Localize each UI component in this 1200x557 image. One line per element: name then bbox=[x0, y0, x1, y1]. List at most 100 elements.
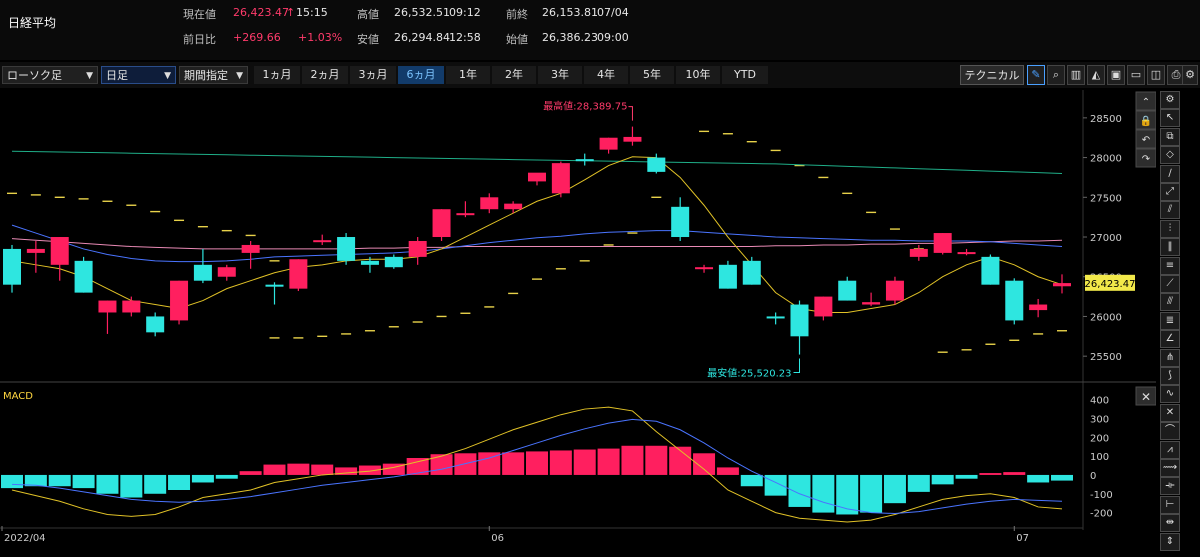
fan-icon[interactable]: ⟆ bbox=[1160, 367, 1180, 385]
candle-body[interactable] bbox=[909, 248, 928, 257]
candle-body[interactable] bbox=[360, 260, 379, 265]
folder-icon[interactable]: ▭ bbox=[1127, 65, 1145, 85]
candle-body[interactable] bbox=[838, 280, 857, 301]
date-tick-label: 2022/04 bbox=[4, 533, 46, 544]
pencil-icon[interactable]: ✎ bbox=[1027, 65, 1045, 85]
candle-body[interactable] bbox=[718, 264, 737, 289]
candle-body[interactable] bbox=[814, 296, 833, 317]
period-button[interactable]: 3ヵ月 bbox=[350, 66, 396, 84]
candle-body[interactable] bbox=[98, 300, 117, 313]
macd-histogram-bar bbox=[144, 474, 167, 494]
open-folder-icon[interactable]: ◫ bbox=[1147, 65, 1165, 85]
area-chart-icon[interactable]: ◭ bbox=[1087, 65, 1105, 85]
macd-histogram-bar bbox=[836, 474, 859, 515]
save-icon[interactable]: ▣ bbox=[1107, 65, 1125, 85]
x-mark-icon[interactable]: ✕ bbox=[1160, 403, 1180, 422]
arc-icon[interactable]: ⌒ bbox=[1160, 422, 1180, 441]
candle-body[interactable] bbox=[26, 248, 45, 253]
candle-body[interactable] bbox=[313, 240, 332, 243]
candle-body[interactable] bbox=[933, 233, 952, 253]
candle-body[interactable] bbox=[146, 316, 165, 333]
candle-body[interactable] bbox=[480, 197, 499, 210]
candle-body[interactable] bbox=[1053, 283, 1071, 287]
candle-body[interactable] bbox=[766, 316, 785, 319]
copy-icon[interactable]: ⧉ bbox=[1160, 127, 1180, 146]
chart-area[interactable]: 25500260002650027000275002800028500 最高値:… bbox=[0, 90, 1157, 554]
period-select[interactable]: 期間指定 ▼ bbox=[179, 66, 248, 84]
cycle-icon[interactable]: ∿ bbox=[1160, 385, 1180, 404]
line-icon[interactable]: ∕ bbox=[1160, 164, 1180, 183]
candle-body[interactable] bbox=[885, 280, 904, 301]
period-button[interactable]: 10年 bbox=[676, 66, 720, 84]
measure-icon[interactable]: ⟛ bbox=[1160, 477, 1180, 496]
period-button[interactable]: 1年 bbox=[446, 66, 490, 84]
candle-body[interactable] bbox=[337, 237, 356, 261]
hline-icon[interactable]: ≡ bbox=[1160, 256, 1180, 275]
cursor-icon[interactable]: ⚙ bbox=[1160, 91, 1180, 109]
price-chart-svg[interactable]: 25500260002650027000275002800028500 最高値:… bbox=[0, 90, 1157, 554]
candle-body[interactable] bbox=[671, 206, 690, 238]
candle-body[interactable] bbox=[862, 302, 881, 305]
candle-body[interactable] bbox=[3, 248, 21, 285]
candle-body[interactable] bbox=[217, 267, 236, 277]
candle-body[interactable] bbox=[74, 260, 93, 293]
candle-body[interactable] bbox=[122, 300, 141, 313]
parallel-icon[interactable]: ⫻ bbox=[1160, 293, 1180, 312]
grid-lines-icon[interactable]: ‖ bbox=[1160, 238, 1180, 257]
candle-body[interactable] bbox=[957, 252, 976, 255]
vline-icon[interactable]: ⇕ bbox=[1160, 532, 1180, 551]
interval-select[interactable]: 日足 ▼ bbox=[101, 66, 176, 84]
zigzag-icon[interactable]: ⟿ bbox=[1160, 459, 1180, 477]
candle-body[interactable] bbox=[193, 264, 212, 281]
lock-icon: 🔒 bbox=[1140, 115, 1152, 127]
period-button[interactable]: 1ヵ月 bbox=[254, 66, 300, 84]
candle-body[interactable] bbox=[456, 213, 475, 216]
chart-type-select[interactable]: ローソク足 ▼ bbox=[2, 66, 98, 84]
candle-body[interactable] bbox=[981, 256, 1000, 285]
bar-chart-icon[interactable]: ▥ bbox=[1067, 65, 1085, 85]
channel-icon[interactable]: ⫽ bbox=[1160, 201, 1180, 220]
erase-icon[interactable]: ◇ bbox=[1160, 146, 1180, 165]
arrow-icon[interactable]: ↖ bbox=[1160, 109, 1180, 128]
candle-body[interactable] bbox=[265, 284, 284, 287]
settings-icon[interactable]: ⚙ bbox=[1182, 65, 1198, 85]
candle-body[interactable] bbox=[1005, 280, 1024, 321]
period-button[interactable]: 4年 bbox=[584, 66, 628, 84]
angle-icon[interactable]: ∠ bbox=[1160, 330, 1180, 349]
fibonacci-icon[interactable]: ⫶ bbox=[1160, 219, 1180, 238]
zoom-icon[interactable]: ⌕ bbox=[1047, 65, 1065, 85]
candle-body[interactable] bbox=[742, 260, 761, 285]
split-icon[interactable]: ⊢ bbox=[1160, 495, 1180, 514]
candle-body[interactable] bbox=[504, 203, 523, 210]
price-tick-label: 25500 bbox=[1090, 352, 1122, 363]
period-button[interactable]: 2年 bbox=[492, 66, 536, 84]
candle-body[interactable] bbox=[647, 157, 666, 172]
candle-body[interactable] bbox=[408, 240, 427, 257]
period-button[interactable]: 6ヵ月 bbox=[398, 66, 444, 84]
period-button[interactable]: 5年 bbox=[630, 66, 674, 84]
pitchfork-icon[interactable]: ⋔ bbox=[1160, 348, 1180, 367]
candle-body[interactable] bbox=[241, 244, 260, 253]
candle-body[interactable] bbox=[432, 209, 451, 238]
trendline-icon[interactable]: ⤢ bbox=[1160, 183, 1180, 201]
candle-body[interactable] bbox=[384, 256, 403, 268]
candle-body[interactable] bbox=[599, 137, 618, 150]
candle-body[interactable] bbox=[50, 237, 69, 265]
candle-body[interactable] bbox=[695, 267, 714, 270]
candle-body[interactable] bbox=[170, 280, 189, 321]
technical-button[interactable]: テクニカル bbox=[960, 65, 1024, 85]
period-button[interactable]: 3年 bbox=[538, 66, 582, 84]
period-button[interactable]: YTD bbox=[722, 66, 768, 84]
candle-body[interactable] bbox=[623, 136, 642, 142]
candle-body[interactable] bbox=[1029, 304, 1048, 311]
regression-icon[interactable]: ⩘ bbox=[1160, 440, 1180, 459]
candle-body[interactable] bbox=[575, 159, 594, 162]
candle-body[interactable] bbox=[289, 259, 308, 289]
candle-body[interactable] bbox=[790, 304, 809, 337]
candle-body[interactable] bbox=[528, 172, 546, 182]
candle-body[interactable] bbox=[551, 163, 570, 194]
ray-icon[interactable]: ⟋ bbox=[1160, 275, 1180, 293]
text-icon[interactable]: ≣ bbox=[1160, 311, 1180, 330]
range-icon[interactable]: ⇹ bbox=[1160, 514, 1180, 533]
period-button[interactable]: 2ヵ月 bbox=[302, 66, 348, 84]
